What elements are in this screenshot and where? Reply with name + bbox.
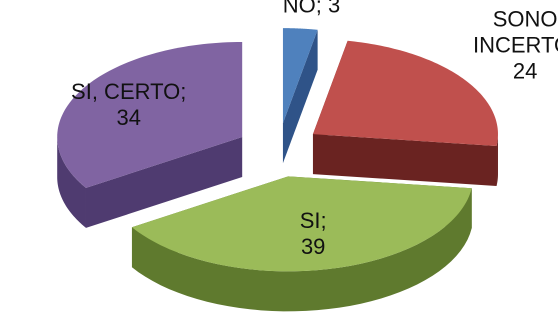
pie-slice-group-1: [312, 40, 498, 187]
slice-label-category: SI;: [300, 208, 327, 233]
slice-label-value: 39: [301, 234, 325, 259]
pie-slice-wall-3-0: [85, 136, 243, 228]
pie-slice-group-3: [57, 41, 243, 228]
pie-slice-wall-0-1: [282, 29, 318, 164]
slice-label-3: SI, CERTO; 34: [71, 79, 186, 130]
slice-label-1: SONOINCERTO;24: [473, 6, 558, 83]
pie-slice-3: [57, 41, 243, 188]
slice-label-value: 34: [116, 105, 140, 130]
slice-label-category: SI, CERTO;: [71, 79, 186, 104]
pie-slice-2: [131, 176, 472, 272]
pie-slice-side-1-0: [496, 134, 498, 187]
pie-slice-side-3-0: [57, 136, 86, 228]
slice-label-0: NO; 3: [283, 0, 340, 17]
slice-label-category: NO;: [283, 0, 328, 17]
slice-label-value: 3: [328, 0, 340, 17]
pie-slice-1: [312, 40, 498, 147]
pie-slice-0: [282, 28, 318, 124]
slice-label-category: SONO: [493, 6, 558, 31]
pie-slice-group-0: [282, 28, 318, 164]
pie-slice-wall-1-1: [312, 134, 497, 187]
slice-label-value: 24: [513, 58, 537, 83]
slice-label-2: SI; 39: [300, 208, 327, 259]
pie-slice-group-2: [131, 176, 472, 312]
pie-slice-side-2-0: [131, 188, 472, 312]
slice-label-category: INCERTO;: [473, 32, 558, 57]
